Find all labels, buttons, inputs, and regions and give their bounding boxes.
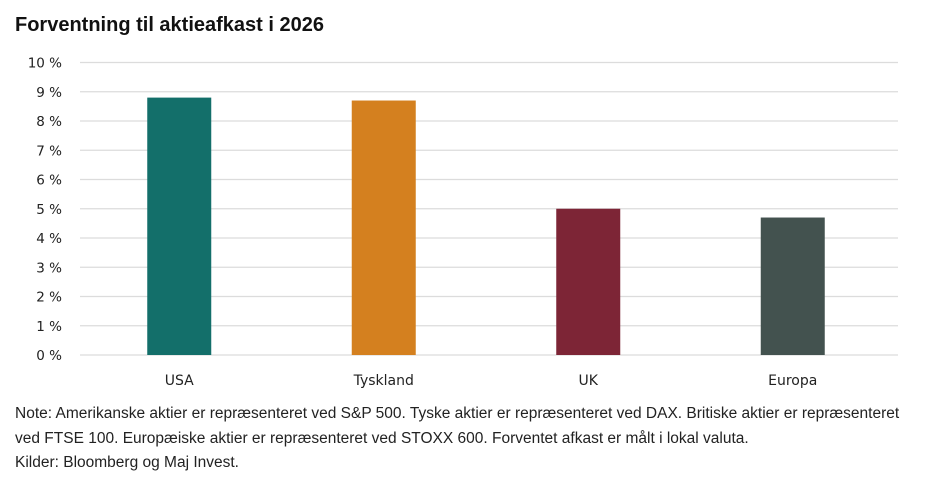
x-tick-label: Tyskland [353,373,414,389]
sources-text: Kilder: Bloomberg og Maj Invest. [15,454,239,471]
bar-tyskland [351,100,416,356]
y-tick-label: 0 % [36,348,62,364]
bar-usa [147,97,212,355]
note-text: Note: Amerikanske aktier er repræsentere… [15,405,900,447]
y-tick-label: 2 % [36,290,62,306]
y-tick-label: 4 % [36,231,62,247]
y-tick-label: 3 % [36,260,62,276]
y-tick-label: 1 % [36,319,62,335]
x-tick-label: UK [579,373,599,389]
y-tick-label: 6 % [36,173,62,189]
y-tick-label: 7 % [36,143,62,159]
y-tick-label: 10 % [28,56,62,72]
bar-chart: 0 % 1 % 2 % 3 % 4 % 5 % 6 % 7 % 8 % 9 % 10 % USA Tys… [28,56,898,389]
y-tick-label: 8 % [36,114,62,130]
bar-uk [556,208,621,355]
x-tick-label: Europa [768,373,817,389]
y-tick-label: 9 % [36,85,62,101]
chart-note: Note: Amerikanske aktier er repræsentere… [15,402,920,476]
x-tick-label: USA [165,373,194,389]
bar-europa [760,217,825,355]
y-tick-label: 5 % [36,202,62,218]
chart-title: Forventning til aktieafkast i 2026 [15,14,324,36]
